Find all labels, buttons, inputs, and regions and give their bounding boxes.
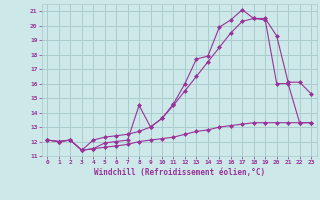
X-axis label: Windchill (Refroidissement éolien,°C): Windchill (Refroidissement éolien,°C) [94, 168, 265, 177]
